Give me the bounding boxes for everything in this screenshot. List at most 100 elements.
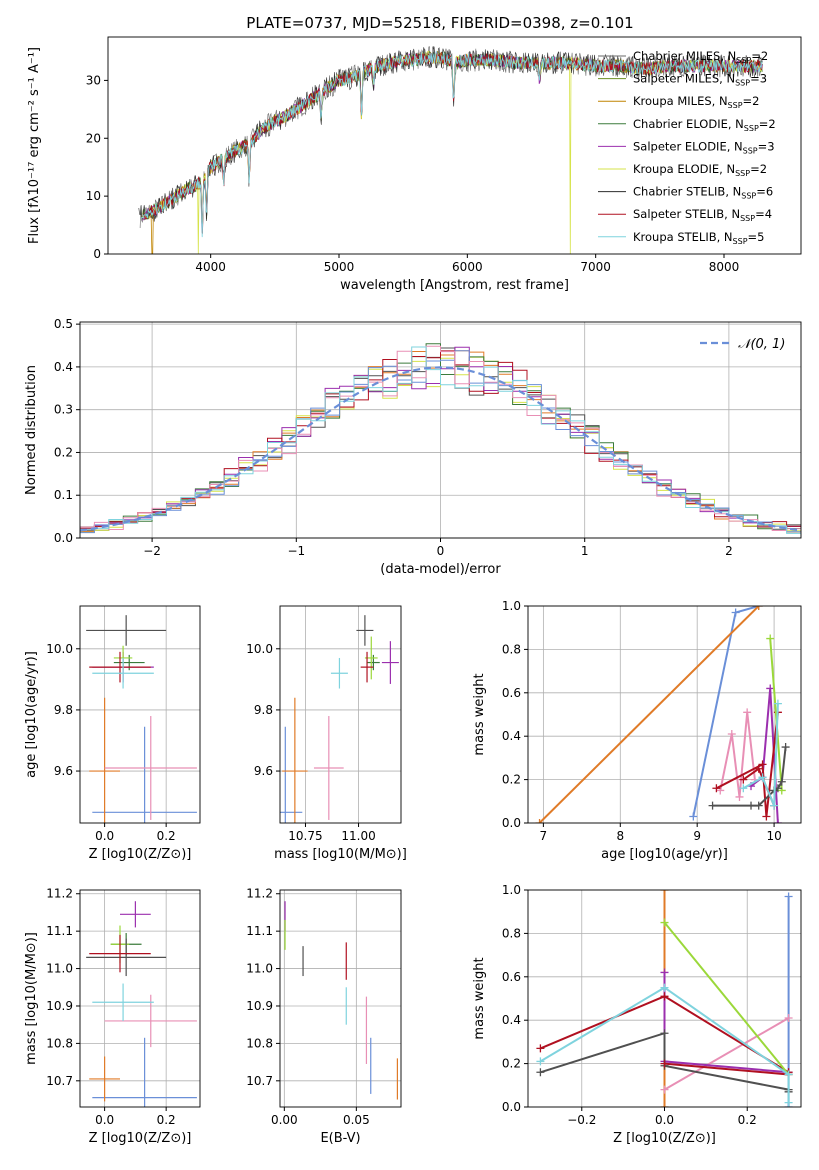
- y-tick-label: 0.1: [54, 488, 73, 502]
- legend-entry: Chabrier MILES, NSSP=2: [633, 49, 768, 65]
- x-tick-label: 1: [581, 544, 589, 558]
- mass-weight-vs-metallicity-plot-area: [536, 890, 793, 1107]
- mass-weight-vs-metallicity-ylabel: mass weight: [472, 957, 487, 1039]
- weight-marker: [784, 892, 793, 901]
- y-tick-label: 10.9: [246, 999, 273, 1013]
- weight-marker: [536, 1044, 545, 1053]
- weight-marker: [535, 819, 544, 823]
- weight-marker: [754, 606, 763, 610]
- x-tick-label: 6000: [452, 260, 483, 274]
- x-tick-label: 10.75: [288, 829, 322, 843]
- legend-entry: Salpeter STELIB, NSSP=4: [633, 207, 772, 223]
- normal-curve: [80, 366, 801, 532]
- x-tick-label: 0.00: [271, 1113, 298, 1127]
- weight-marker: [660, 918, 669, 927]
- y-tick-label: 0.3: [54, 403, 73, 417]
- mass-vs-extinction-panel: 0.00 0.05 10.7 10.8 10.9 11.0 11.1 11.2 E(B-V): [246, 887, 402, 1146]
- mass-weight-vs-age-frame: [527, 605, 802, 824]
- weight-marker: [781, 743, 790, 752]
- y-tick-label: 0.2: [502, 1057, 521, 1071]
- spectrum-frame: [107, 36, 802, 255]
- weight-series-3: [663, 972, 789, 1074]
- x-tick-label: −1: [287, 544, 305, 558]
- age-vs-mass-plot-area: [280, 615, 399, 823]
- y-tick-label: 0.0: [502, 1100, 521, 1114]
- mass-weight-vs-age-plot-area: [535, 606, 790, 823]
- x-tick-label: 11.00: [341, 829, 375, 843]
- x-tick-label: 5000: [324, 260, 355, 274]
- y-tick-label: 11.1: [46, 924, 73, 938]
- mass-weight-vs-age-xlabel: age [log10(age/yr)]: [601, 847, 728, 862]
- weight-series-5: [769, 638, 783, 791]
- y-tick-label: 11.0: [246, 962, 273, 976]
- age-vs-metallicity-panel: 0.0 0.2 9.6 9.8 10.0 Z [log10(Z/Z⊙)] age [log1…: [24, 605, 201, 862]
- spectrum-plot-area: [138, 45, 763, 254]
- weight-marker: [660, 968, 669, 977]
- weight-marker: [754, 764, 763, 773]
- mass-weight-vs-age-panel: 7 8 9 10 0.0 0.2 0.4 0.6 0.8 1.0 age [log10(age/yr…: [472, 599, 802, 862]
- page-title: PLATE=0737, MJD=52518, FIBERID=0398, z=0…: [246, 14, 633, 32]
- weight-series-4: [715, 712, 779, 817]
- weight-marker: [773, 819, 782, 823]
- weight-marker: [784, 1014, 793, 1023]
- y-tick-label: 0: [93, 247, 101, 261]
- x-tick-label: 0: [437, 544, 445, 558]
- x-tick-label: 8000: [709, 260, 740, 274]
- y-tick-label: 10: [86, 189, 101, 203]
- mass-vs-extinction-frame: [279, 889, 402, 1108]
- weight-marker: [660, 992, 669, 1001]
- mass-weight-vs-metallicity-panel: −0.2 0.0 0.2 0.0 0.2 0.4 0.6 0.8 1.0 Z [log10(Z/Z…: [472, 883, 802, 1146]
- y-tick-label: 11.0: [46, 962, 73, 976]
- weight-marker: [660, 1029, 669, 1038]
- y-tick-label: 20: [86, 131, 101, 145]
- y-tick-label: 0.4: [502, 1013, 521, 1027]
- x-tick-label: −2: [143, 544, 161, 558]
- y-tick-label: 0.6: [502, 970, 521, 984]
- y-tick-label: 10.7: [46, 1074, 73, 1088]
- y-tick-label: 9.8: [254, 703, 273, 717]
- legend-entry: Kroupa MILES, NSSP=2: [633, 94, 759, 110]
- spectrum-panel: 4000 5000 6000 7000 8000 0 10 20 30 wavelength [A…: [27, 36, 802, 293]
- y-tick-label: 1.0: [502, 599, 521, 613]
- legend-entry: Salpeter MILES, NSSP=3: [633, 72, 767, 88]
- y-tick-label: 9.8: [54, 703, 73, 717]
- x-tick-label: 2: [725, 544, 733, 558]
- mass-weight-vs-metallicity-xlabel: Z [log10(Z/Z⊙)]: [613, 1131, 716, 1146]
- y-tick-label: 1.0: [502, 883, 521, 897]
- weight-marker: [731, 608, 740, 617]
- weight-series-7: [664, 1062, 789, 1076]
- mass-vs-metallicity-plot-area: [86, 901, 197, 1107]
- weight-series-1: [538, 606, 760, 823]
- weight-marker: [770, 801, 779, 810]
- y-tick-label: 11.1: [246, 924, 273, 938]
- y-tick-label: 0.4: [54, 360, 73, 374]
- residual-histogram-xlabel: (data-model)/error: [380, 562, 501, 577]
- y-tick-label: 10.9: [46, 999, 73, 1013]
- y-tick-label: 9.6: [254, 764, 273, 778]
- histogram-series-8: [80, 346, 801, 538]
- residual-histogram-plot-area: [80, 343, 801, 538]
- legend-entry: Chabrier STELIB, NSSP=6: [633, 185, 773, 201]
- weight-marker: [735, 792, 744, 801]
- residual-histogram-panel: −2 −1 0 1 2 0.0 0.1 0.2 0.3 0.4 0.5 (data-model)/er…: [24, 317, 802, 577]
- weight-marker: [536, 1057, 545, 1066]
- x-tick-label: 7: [540, 829, 548, 843]
- weight-marker: [747, 801, 756, 810]
- legend-entry: Kroupa ELODIE, NSSP=2: [633, 162, 767, 178]
- y-tick-label: 10.8: [246, 1036, 273, 1050]
- weight-marker: [766, 634, 775, 643]
- y-tick-label: 11.2: [246, 887, 273, 901]
- weight-marker: [536, 1068, 545, 1077]
- weight-marker: [762, 812, 771, 821]
- y-tick-label: 0.8: [502, 642, 521, 656]
- weight-marker: [660, 1085, 669, 1094]
- spectrum-series-8: [141, 50, 763, 238]
- weight-marker: [660, 1103, 669, 1107]
- mass-vs-metallicity-xlabel: Z [log10(Z/Z⊙)]: [89, 1131, 192, 1146]
- y-tick-label: 11.2: [46, 887, 73, 901]
- mass-vs-extinction-xlabel: E(B-V): [320, 1131, 360, 1146]
- weight-marker: [727, 730, 736, 739]
- x-tick-label: 0.0: [95, 829, 114, 843]
- y-tick-label: 0.2: [54, 445, 73, 459]
